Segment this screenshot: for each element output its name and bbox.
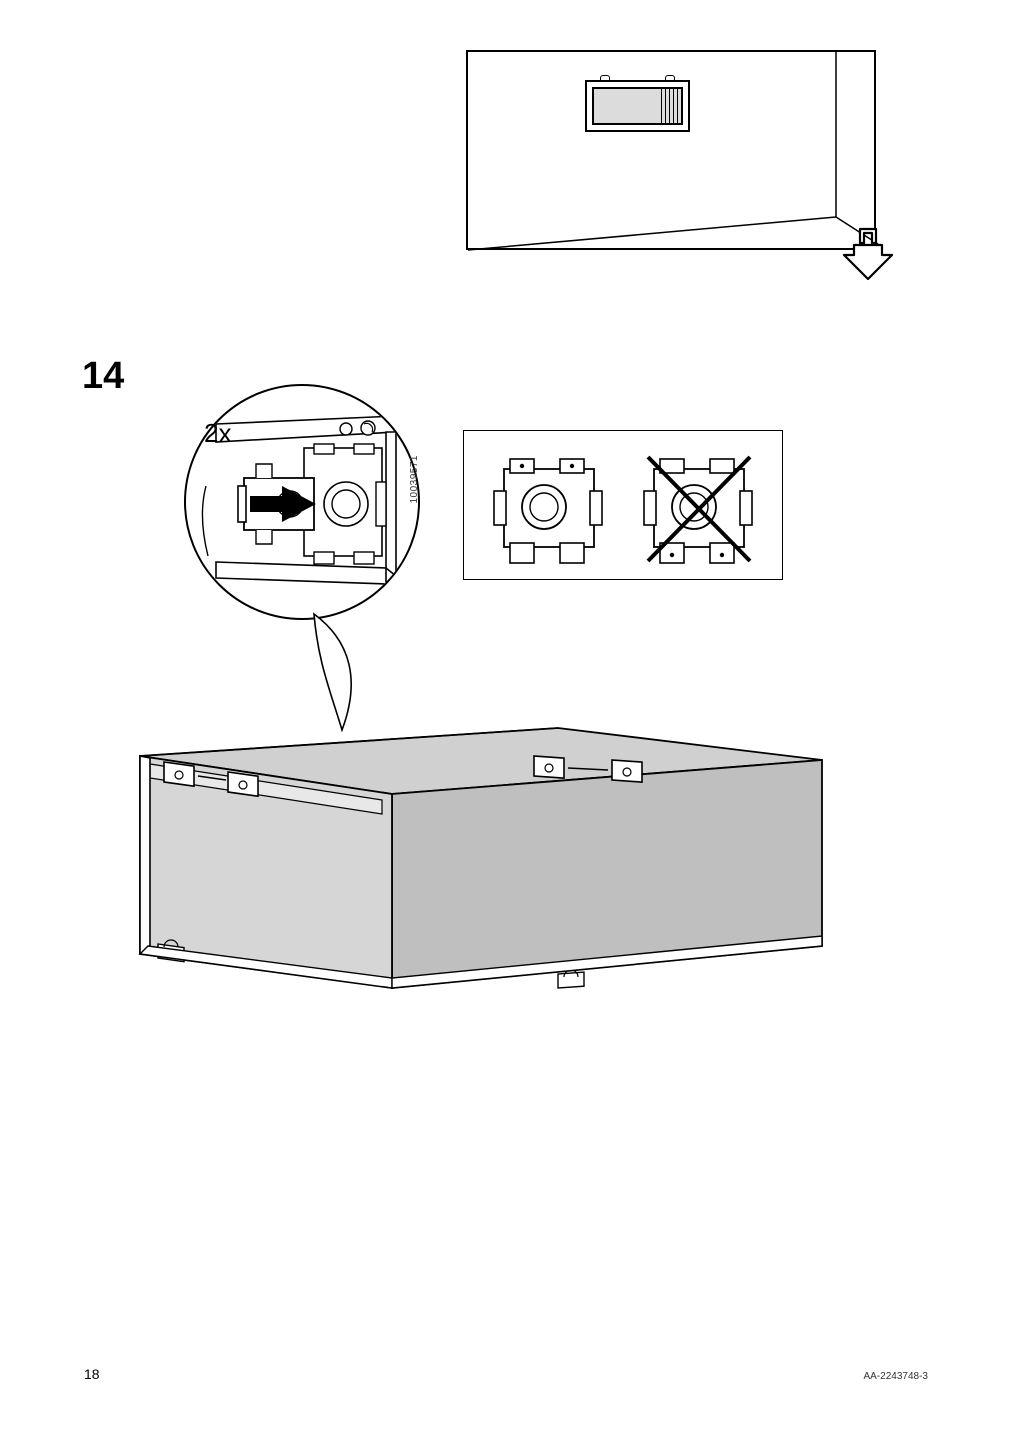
take-down-arrow-icon [848,225,888,286]
step-number: 14 [82,355,124,398]
mount-hooks [600,75,675,81]
part-number-label: 10039571 [409,455,420,504]
quantity-label: 2x [204,418,231,449]
page-number: 18 [84,1366,100,1382]
context-panel [466,50,876,250]
orientation-diagram [464,431,784,581]
instruction-page: 14 [0,0,1012,1432]
wall-cabinet-small [585,80,690,132]
orientation-panel [463,430,783,580]
document-code: AA-2243748-3 [864,1371,929,1382]
back-panel-hatch [661,89,681,123]
cabinet-main-view [128,720,828,980]
callout-leader [312,612,372,732]
